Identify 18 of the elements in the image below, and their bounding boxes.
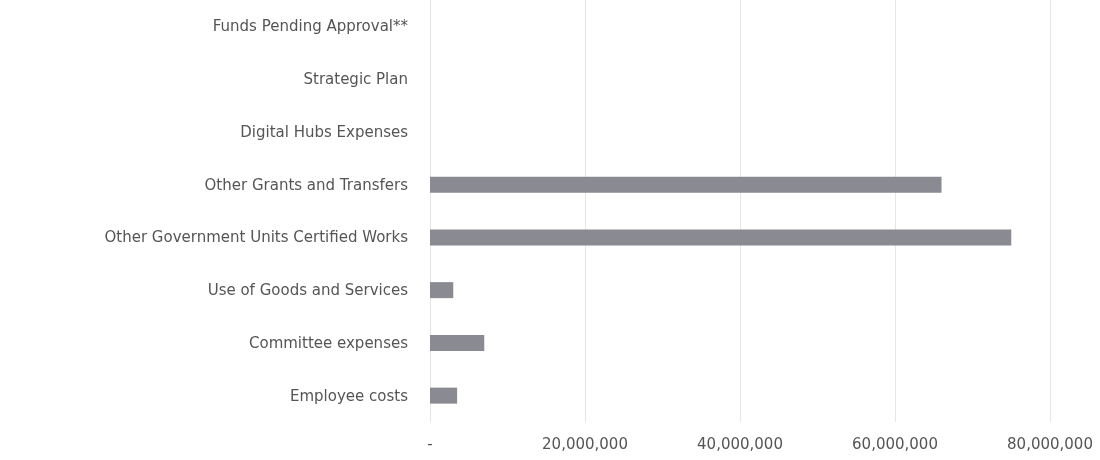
y-tick-label: Use of Goods and Services [207, 281, 409, 300]
bar [430, 334, 485, 351]
x-tick-label: - [427, 434, 433, 453]
bar [430, 282, 454, 299]
x-tick-label: 60,000,000 [852, 434, 938, 453]
y-tick-label: Strategic Plan [303, 70, 408, 89]
bar [430, 176, 942, 193]
y-tick-label: Digital Hubs Expenses [240, 122, 409, 141]
y-tick-label: Funds Pending Approval** [212, 17, 409, 36]
y-tick-label: Committee expenses [249, 333, 409, 352]
x-tick-label: 80,000,000 [1007, 434, 1093, 453]
bar [430, 387, 458, 404]
y-tick-label: Employee costs [290, 386, 409, 405]
x-tick-label: 40,000,000 [697, 434, 783, 453]
y-tick-label: Other Government Units Certified Works [104, 228, 409, 247]
bar [430, 229, 1012, 246]
x-tick-label: 20,000,000 [542, 434, 628, 453]
y-tick-label: Other Grants and Transfers [204, 175, 409, 194]
